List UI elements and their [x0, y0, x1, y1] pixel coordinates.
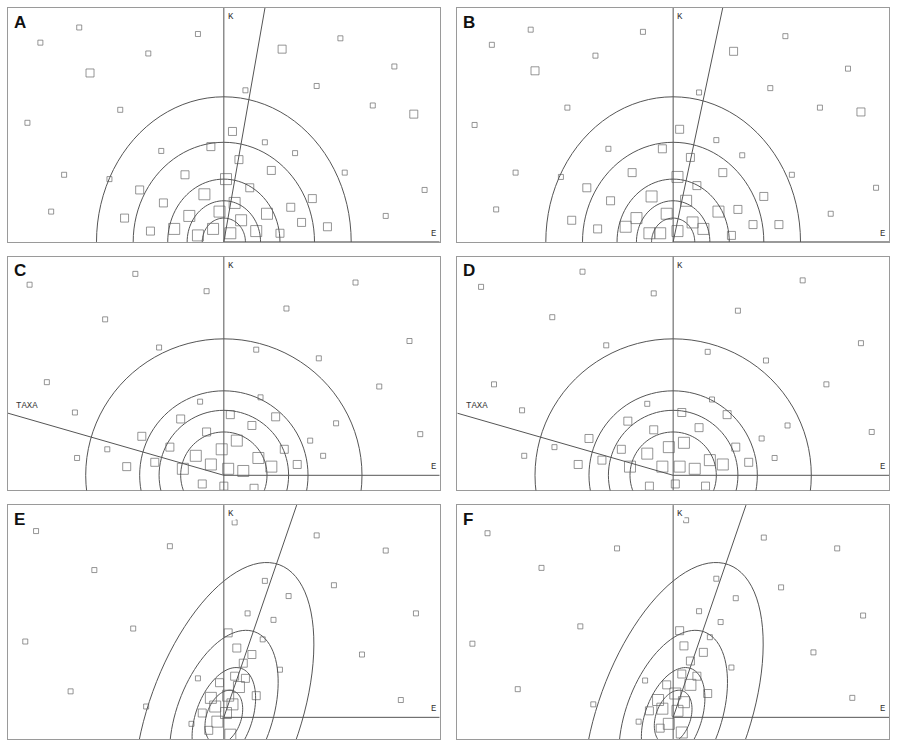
svg-text:K: K — [677, 509, 683, 519]
svg-text:K: K — [228, 509, 234, 519]
svg-text:C: C — [14, 261, 26, 280]
svg-text:TAXA: TAXA — [466, 401, 488, 411]
svg-text:E: E — [431, 704, 436, 714]
svg-text:K: K — [677, 261, 683, 271]
svg-text:A: A — [14, 13, 26, 32]
svg-text:D: D — [463, 261, 475, 280]
svg-text:E: E — [880, 462, 885, 472]
svg-text:K: K — [228, 12, 234, 22]
svg-text:F: F — [463, 510, 473, 529]
svg-text:B: B — [463, 13, 475, 32]
svg-text:TAXA: TAXA — [16, 401, 38, 411]
svg-text:E: E — [880, 704, 885, 714]
svg-text:E: E — [880, 229, 885, 239]
svg-text:E: E — [431, 462, 436, 472]
svg-text:E: E — [431, 229, 436, 239]
svg-text:E: E — [14, 510, 25, 529]
svg-text:K: K — [677, 12, 683, 22]
svg-text:K: K — [228, 261, 234, 271]
